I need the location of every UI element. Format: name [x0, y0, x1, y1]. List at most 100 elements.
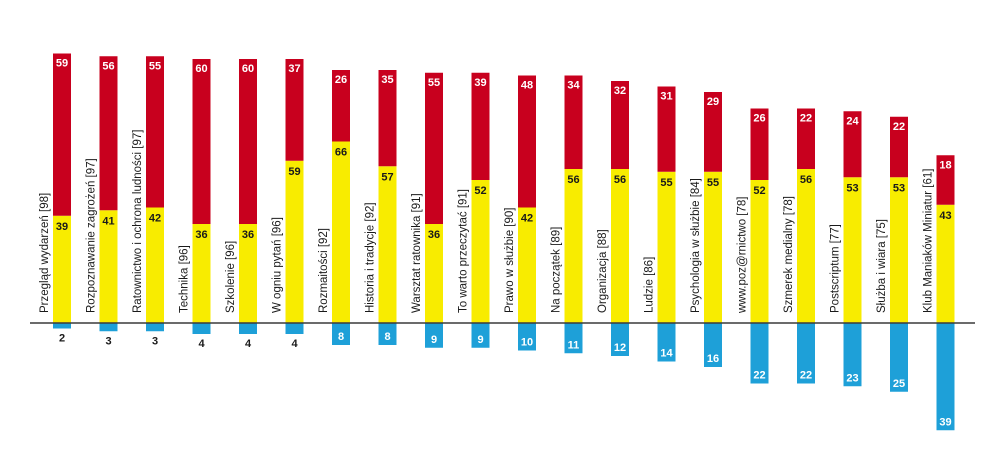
label-yellow-14: 55 — [707, 177, 719, 189]
label-red-3: 60 — [195, 63, 207, 75]
label-red-9: 39 — [474, 77, 486, 89]
label-blue-8: 9 — [431, 334, 437, 346]
label-blue-10: 10 — [521, 337, 533, 349]
bar-blue-10 — [518, 323, 536, 351]
label-blue-4: 4 — [245, 338, 252, 350]
bar-blue-1 — [99, 323, 118, 332]
bar-blue-2 — [146, 323, 164, 332]
label-yellow-8: 36 — [428, 229, 440, 241]
category-label-19: Klub Maniaków Miniatur [61] — [923, 169, 935, 313]
label-blue-2: 3 — [152, 335, 158, 347]
bar-red-11 — [564, 75, 583, 169]
bar-yellow-10 — [518, 207, 536, 323]
category-label-17: Postscriptum [77] — [830, 224, 842, 313]
category-label-15: www.poz@rnictwo [78] — [737, 197, 749, 315]
bar-red-16 — [797, 108, 815, 169]
bar-blue-5 — [285, 323, 304, 334]
label-yellow-10: 42 — [521, 213, 533, 225]
bar-blue-0 — [53, 323, 71, 329]
label-blue-1: 3 — [105, 335, 111, 347]
label-red-10: 48 — [521, 80, 533, 92]
category-label-11: Na początek [89] — [551, 227, 563, 313]
bar-red-6 — [332, 70, 350, 142]
label-yellow-13: 55 — [660, 177, 672, 189]
bar-yellow-17 — [843, 177, 862, 323]
label-yellow-16: 56 — [800, 174, 812, 186]
bar-yellow-4 — [239, 224, 257, 323]
bar-blue-14 — [704, 323, 722, 367]
category-label-12: Organizacja [88] — [597, 229, 609, 313]
bar-yellow-8 — [425, 224, 443, 323]
label-yellow-18: 53 — [893, 182, 905, 194]
label-red-18: 22 — [893, 121, 905, 133]
label-red-4: 60 — [242, 63, 254, 75]
category-label-0: Przegląd wydarzeń [98] — [39, 193, 51, 313]
label-red-13: 31 — [660, 91, 672, 103]
label-blue-13: 14 — [660, 348, 673, 360]
label-blue-11: 11 — [568, 339, 580, 351]
bar-yellow-13 — [657, 171, 676, 323]
bar-yellow-7 — [378, 166, 397, 323]
bar-yellow-0 — [53, 215, 71, 323]
category-label-13: Ludzie [86] — [644, 257, 656, 313]
bar-red-3 — [192, 59, 211, 224]
label-blue-0: 2 — [59, 333, 65, 345]
label-red-17: 24 — [846, 115, 859, 127]
bar-blue-7 — [378, 323, 397, 345]
bar-yellow-18 — [890, 177, 908, 323]
category-label-1: Rozpoznawanie zagrożeń [97] — [86, 158, 98, 313]
bar-red-13 — [657, 86, 676, 172]
bar-blue-19 — [936, 323, 955, 431]
label-blue-19: 39 — [939, 416, 951, 428]
bar-red-5 — [285, 59, 304, 161]
bar-red-12 — [611, 81, 629, 169]
label-red-16: 22 — [800, 113, 812, 125]
label-blue-16: 22 — [800, 370, 812, 382]
bar-red-15 — [750, 108, 769, 180]
label-yellow-7: 57 — [381, 171, 393, 183]
bar-red-17 — [843, 111, 862, 178]
category-label-10: Prawo w służbie [90] — [504, 208, 516, 313]
bar-yellow-6 — [332, 141, 350, 323]
bar-blue-3 — [192, 323, 211, 334]
bar-blue-18 — [890, 323, 908, 392]
label-red-2: 55 — [149, 60, 161, 72]
bar-red-4 — [239, 59, 257, 224]
bar-blue-11 — [564, 323, 583, 354]
bar-red-19 — [936, 155, 955, 205]
bar-yellow-14 — [704, 171, 722, 323]
bar-red-14 — [704, 92, 722, 172]
label-red-5: 37 — [288, 63, 300, 75]
bar-yellow-2 — [146, 207, 164, 323]
bar-blue-8 — [425, 323, 443, 348]
category-label-16: Szmerek medialny [78] — [783, 196, 795, 313]
bar-blue-4 — [239, 323, 257, 334]
bar-blue-17 — [843, 323, 862, 387]
bar-red-10 — [518, 75, 536, 208]
bar-blue-12 — [611, 323, 629, 356]
label-yellow-3: 36 — [195, 229, 207, 241]
label-blue-5: 4 — [291, 338, 298, 350]
bar-blue-13 — [657, 323, 676, 362]
label-red-7: 35 — [381, 74, 393, 86]
bar-blue-9 — [471, 323, 490, 348]
bar-red-9 — [471, 72, 490, 180]
label-yellow-17: 53 — [846, 182, 858, 194]
label-red-6: 26 — [335, 74, 347, 86]
label-red-0: 59 — [56, 58, 68, 70]
label-red-15: 26 — [753, 113, 765, 125]
label-blue-17: 23 — [846, 372, 858, 384]
bar-red-7 — [378, 70, 397, 167]
bar-red-0 — [53, 53, 71, 216]
bar-yellow-1 — [99, 210, 118, 323]
label-red-11: 34 — [567, 80, 580, 92]
bar-red-18 — [890, 116, 908, 178]
label-yellow-1: 41 — [102, 215, 114, 227]
bar-blue-16 — [797, 323, 815, 384]
label-yellow-15: 52 — [753, 185, 765, 197]
label-blue-18: 25 — [893, 378, 905, 390]
bar-blue-15 — [750, 323, 769, 384]
category-label-18: Służba i wiara [75] — [876, 219, 888, 313]
bar-red-1 — [99, 56, 118, 211]
category-label-3: Technika [96] — [179, 245, 191, 313]
